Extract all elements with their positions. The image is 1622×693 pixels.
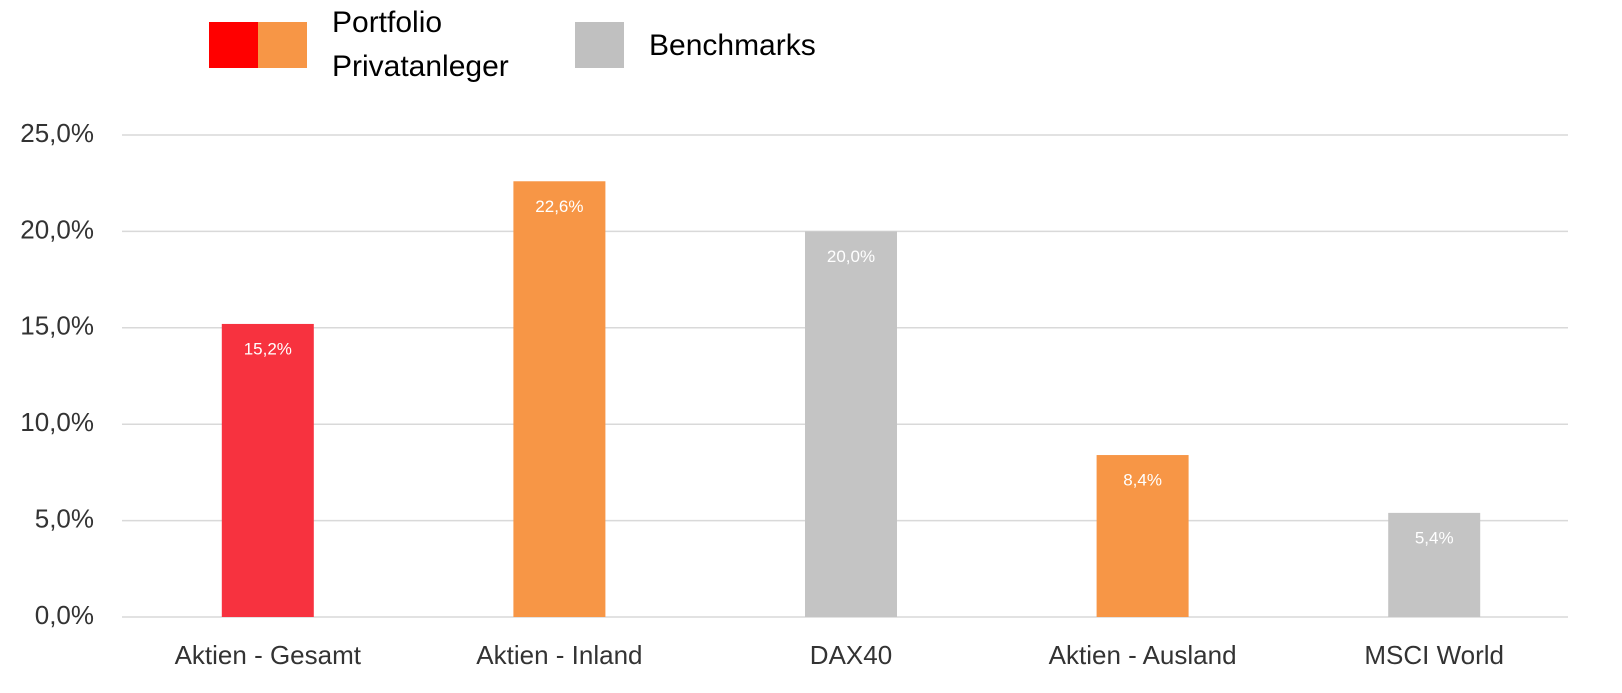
legend-label: Portfolio	[332, 6, 442, 39]
data-label: 22,6%	[535, 197, 583, 216]
y-tick-label: 20,0%	[20, 214, 94, 244]
bar	[513, 181, 606, 617]
y-tick-label: 5,0%	[35, 503, 94, 533]
data-label: 8,4%	[1123, 471, 1162, 490]
y-tick-label: 25,0%	[20, 118, 94, 148]
data-label: 20,0%	[827, 247, 875, 266]
y-tick-label: 0,0%	[35, 600, 94, 630]
x-tick-label: Aktien - Ausland	[1049, 640, 1237, 670]
bar	[1388, 512, 1481, 617]
legend-swatch	[575, 22, 624, 68]
legend-label: Benchmarks	[649, 29, 816, 62]
data-label: 5,4%	[1415, 528, 1454, 547]
data-label: 15,2%	[244, 339, 292, 358]
legend-swatch	[258, 22, 307, 68]
legend-label: Privatanleger	[332, 50, 509, 83]
y-tick-label: 15,0%	[20, 311, 94, 341]
bar	[805, 231, 897, 617]
x-tick-label: Aktien - Inland	[476, 640, 642, 670]
x-tick-label: MSCI World	[1364, 640, 1504, 670]
x-tick-label: Aktien - Gesamt	[175, 640, 362, 670]
bar	[1096, 455, 1189, 617]
bar	[221, 323, 314, 617]
x-tick-label: DAX40	[810, 640, 892, 670]
legend-swatch	[209, 22, 258, 68]
y-tick-label: 10,0%	[20, 407, 94, 437]
